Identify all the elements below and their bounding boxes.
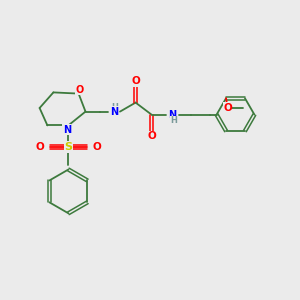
- Text: O: O: [93, 142, 102, 152]
- Text: O: O: [35, 142, 44, 152]
- Text: O: O: [76, 85, 84, 95]
- Text: S: S: [64, 142, 72, 152]
- Text: N: N: [110, 106, 119, 117]
- Text: N: N: [63, 124, 71, 135]
- Text: H: H: [171, 116, 177, 125]
- Text: H: H: [111, 103, 118, 112]
- Text: N: N: [168, 110, 177, 120]
- Text: O: O: [147, 131, 156, 141]
- Text: O: O: [131, 76, 140, 86]
- Text: O: O: [223, 103, 232, 113]
